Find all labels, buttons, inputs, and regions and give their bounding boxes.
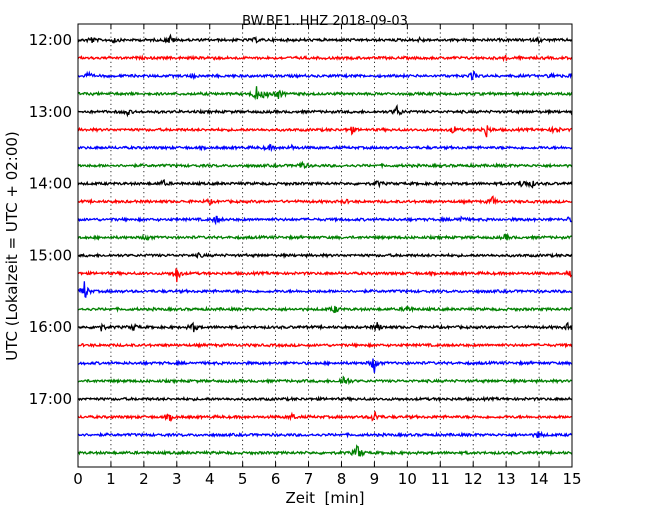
chart-title: BW.BE1..HHZ 2018-09-03 (242, 14, 408, 29)
seismogram-traces (77, 33, 573, 458)
trace-line (77, 195, 573, 207)
trace-line (77, 70, 573, 81)
trace-line (77, 430, 573, 439)
x-tick-label: 13 (497, 470, 516, 488)
x-tick-label: 9 (370, 470, 380, 488)
trace-line (77, 305, 573, 314)
x-tick-label: 1 (106, 470, 116, 488)
trace-line (77, 321, 573, 333)
y-axis-label: UTC (Lokalzeit = UTC + 02:00) (3, 131, 21, 361)
x-tick-label: 4 (205, 470, 215, 488)
x-tick-label: 15 (562, 470, 581, 488)
trace-line (77, 395, 573, 403)
x-tick-label: 3 (172, 470, 182, 488)
x-tick-label: 12 (464, 470, 483, 488)
trace-line (77, 375, 573, 386)
trace-line (77, 341, 573, 349)
trace-line (77, 268, 573, 283)
x-tick-label: 7 (304, 470, 314, 488)
x-axis-ticks: 0 1 2 3 4 5 6 7 8 9 10 11 12 13 14 15 (73, 24, 582, 488)
y-tick-label: 15:00 (29, 246, 72, 264)
x-tick-label: 8 (337, 470, 347, 488)
x-axis-label: Zeit [min] (285, 489, 364, 507)
trace-line (77, 358, 573, 373)
x-tick-label: 5 (238, 470, 248, 488)
trace-line (77, 411, 573, 423)
y-tick-label: 14:00 (29, 175, 72, 193)
trace-line (77, 178, 573, 189)
x-tick-label: 2 (139, 470, 149, 488)
trace-line (77, 143, 573, 153)
y-tick-label: 12:00 (29, 31, 72, 49)
trace-line (77, 251, 573, 260)
trace-line (77, 54, 573, 63)
y-tick-label: 17:00 (29, 390, 72, 408)
trace-line (77, 33, 573, 45)
trace-line (77, 125, 573, 138)
trace-line (77, 160, 573, 170)
plot-frame (77, 23, 573, 468)
trace-line (77, 281, 573, 299)
x-tick-label: 0 (73, 470, 83, 488)
x-tick-label: 10 (398, 470, 417, 488)
y-tick-label: 16:00 (29, 318, 72, 336)
trace-line (77, 86, 573, 101)
trace-line (77, 232, 573, 241)
x-tick-label: 14 (530, 470, 549, 488)
y-axis-ticks: 12:00 13:00 14:00 15:00 16:00 17:00 (29, 31, 572, 408)
trace-line (77, 215, 573, 226)
x-tick-label: 11 (431, 470, 450, 488)
trace-line (77, 104, 573, 118)
grid-lines (110, 24, 540, 467)
y-tick-label: 13:00 (29, 103, 72, 121)
x-tick-label: 6 (271, 470, 281, 488)
trace-line (77, 444, 573, 458)
